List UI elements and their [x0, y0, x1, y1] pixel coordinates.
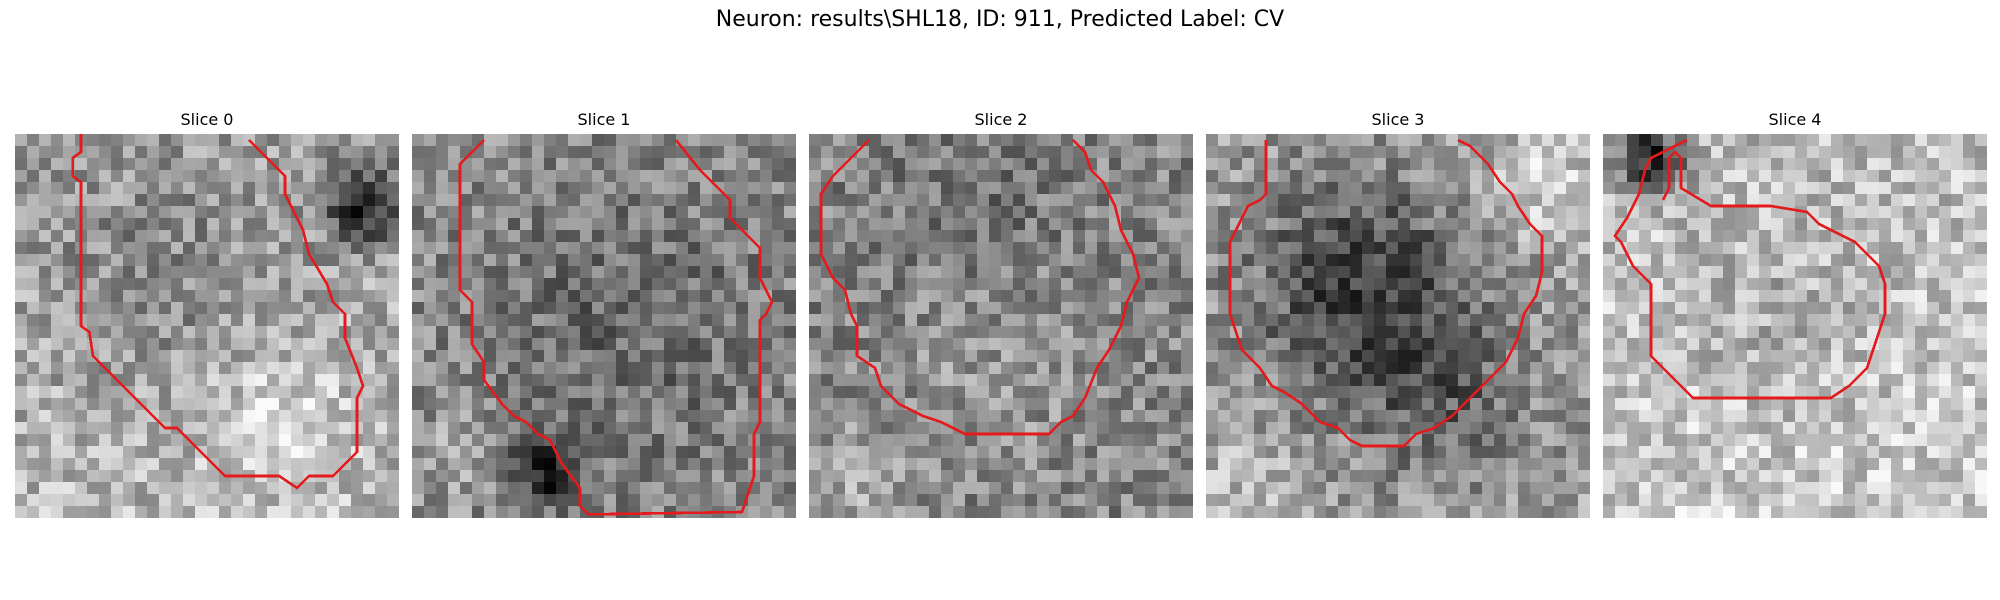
slice-panel-2: Slice 2: [809, 108, 1193, 518]
slice-panel-3: Slice 3: [1206, 108, 1590, 518]
slice-image: [1603, 134, 1987, 518]
contour-outline: [819, 139, 1141, 436]
slice-image: [412, 134, 796, 518]
slice-title: Slice 1: [577, 110, 631, 129]
slice-title: Slice 4: [1768, 110, 1822, 129]
slice-title: Slice 0: [180, 110, 234, 129]
slice-image: [15, 134, 399, 518]
figure-title: Neuron: results\SHL18, ID: 911, Predicte…: [715, 7, 1285, 32]
slice-title: Slice 2: [974, 110, 1028, 129]
slice-panel-1: Slice 1: [412, 108, 796, 518]
contour-outline: [1613, 138, 1887, 400]
slice-panel-0: Slice 0: [15, 108, 399, 518]
slice-image: [809, 134, 1193, 518]
slice-panel-4: Slice 4: [1603, 108, 1987, 518]
slice-image: [1206, 134, 1590, 518]
slice-title: Slice 3: [1371, 110, 1425, 129]
contour-outline: [458, 139, 774, 516]
contour-outline: [71, 134, 365, 490]
contour-outline: [1228, 138, 1544, 448]
